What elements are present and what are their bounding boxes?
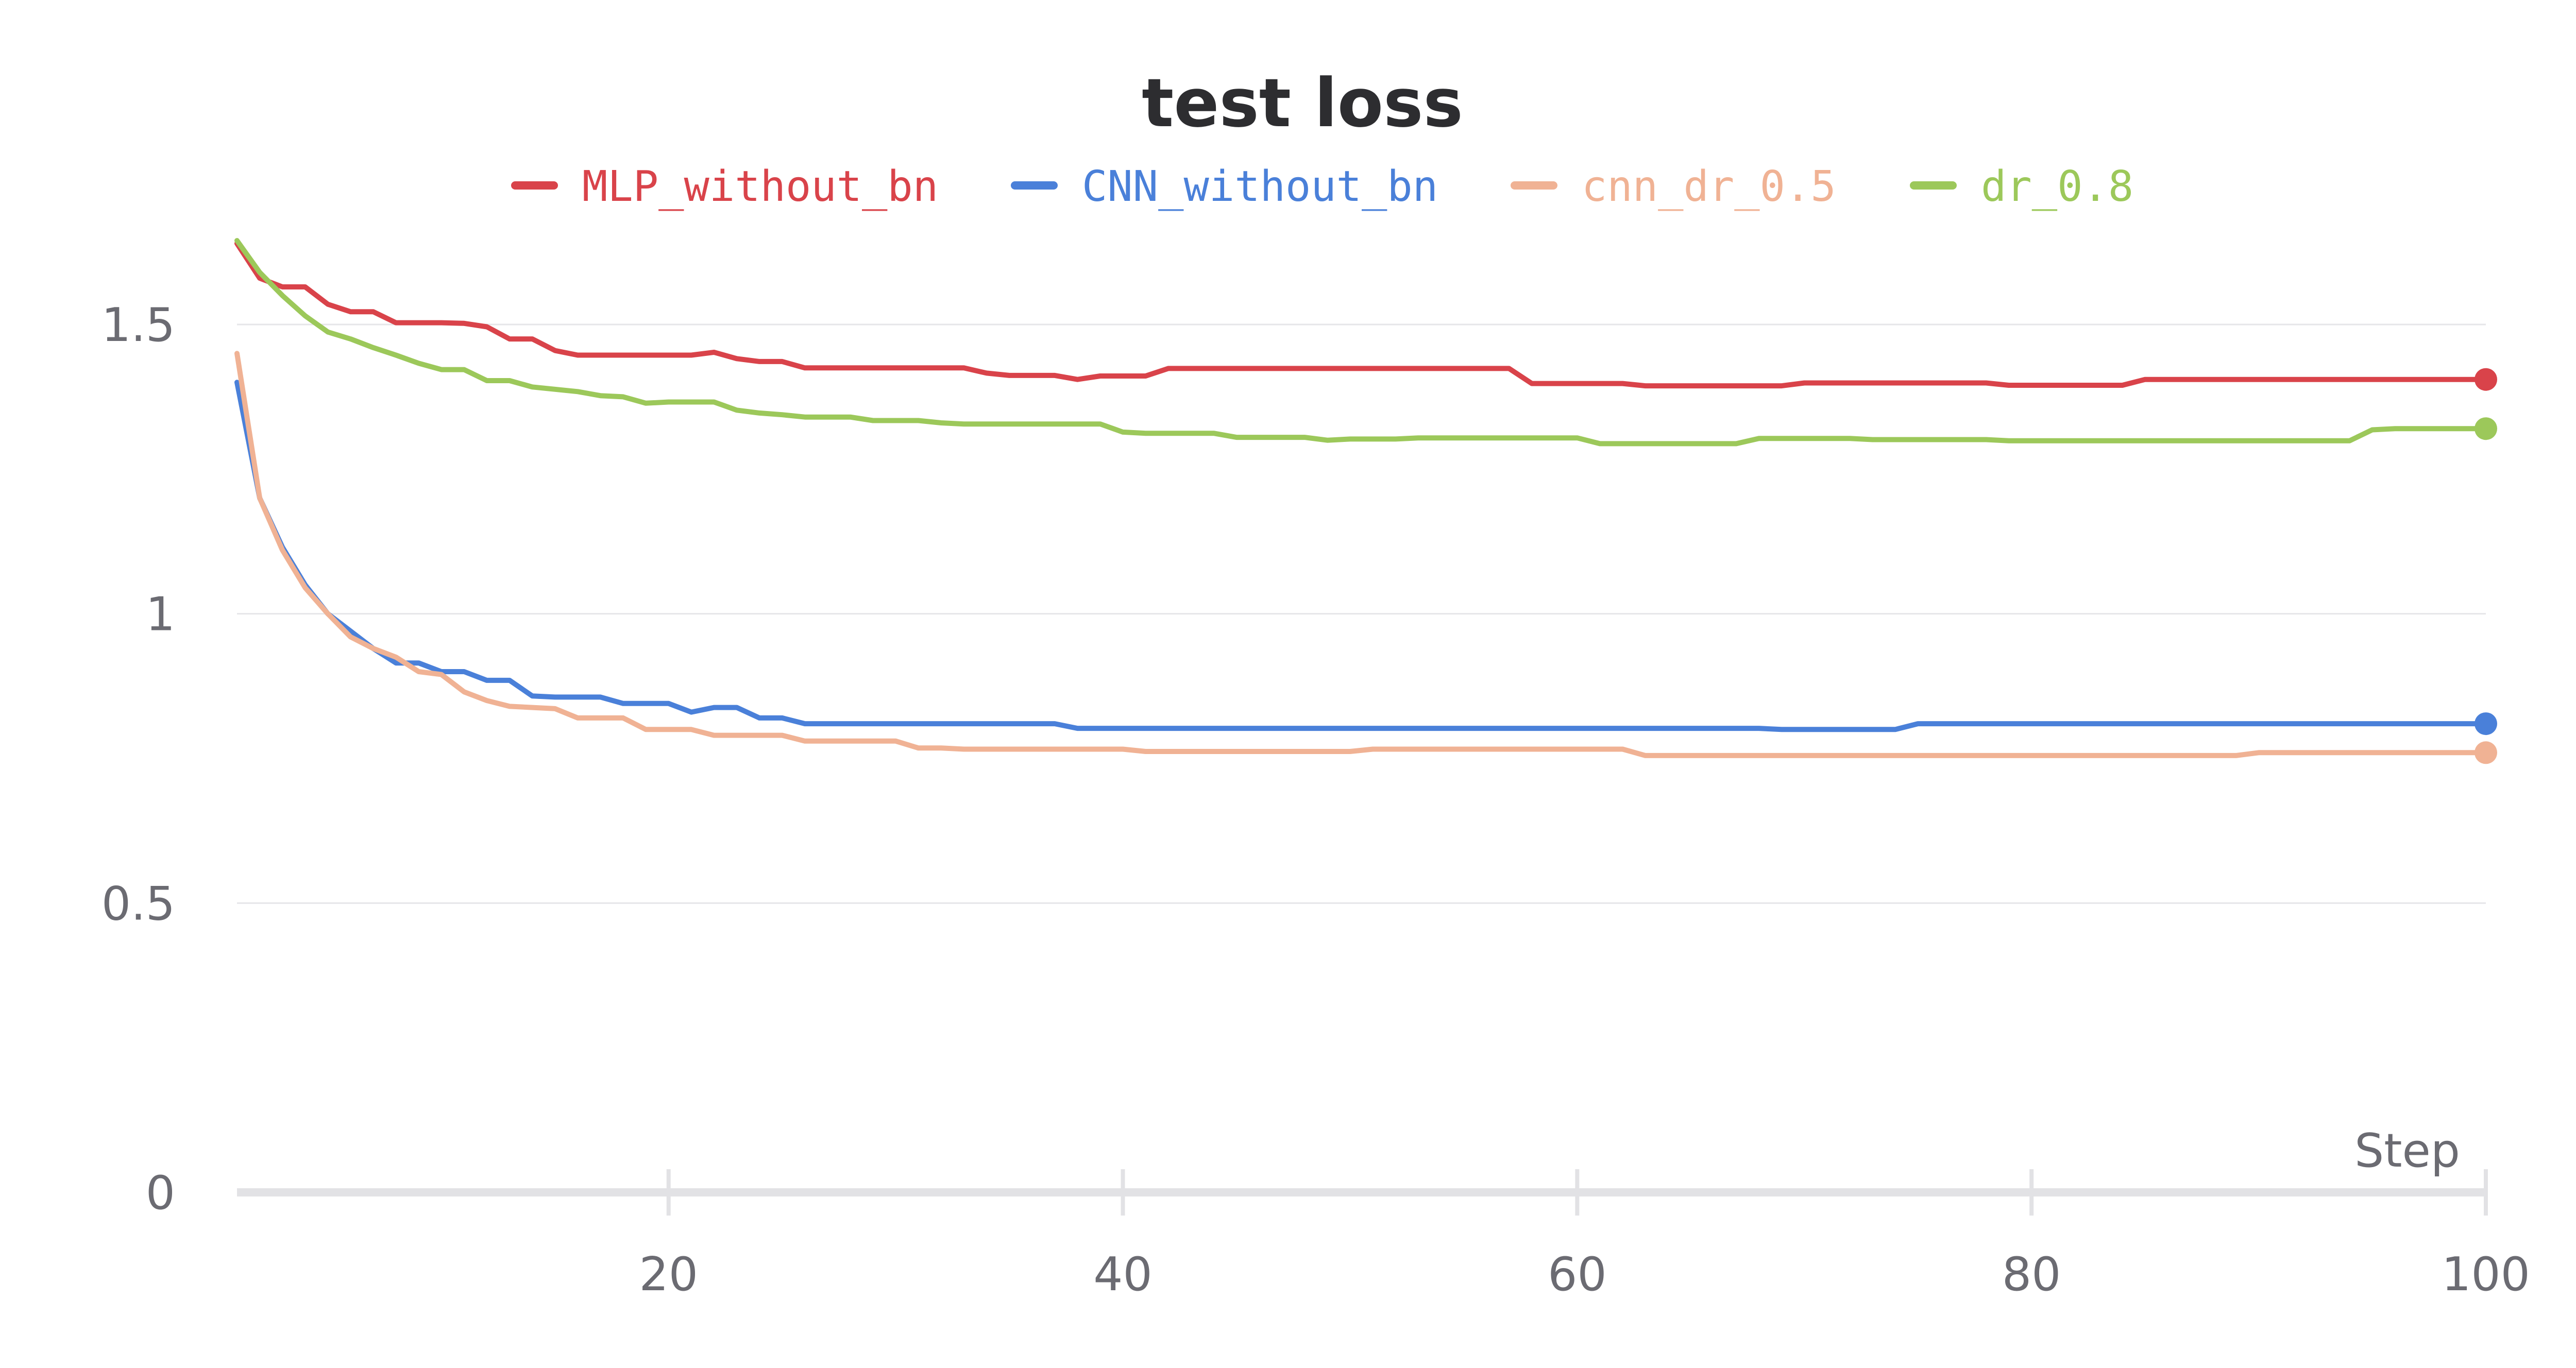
axes: 20 40 60 80 100 <box>237 1169 2530 1302</box>
series-line-cnn_dr_0.5 <box>234 351 2488 758</box>
series-end-point-dr_0.8 <box>2475 417 2497 440</box>
series-line-MLP_without_bn <box>234 241 2488 389</box>
y-tick-label: 0 <box>146 1166 175 1220</box>
series-end-point-MLP_without_bn <box>2475 368 2497 391</box>
legend-label: cnn_dr_0.5 <box>1582 162 1836 211</box>
x-tick-label: 60 <box>1548 1247 1607 1302</box>
legend: MLP_without_bn CNN_without_bn cnn_dr_0.5 dr… <box>511 162 2133 211</box>
x-tick-label: 100 <box>2442 1247 2530 1302</box>
grid-lines: 0 0.5 1 1.5 <box>101 298 2486 1220</box>
series-group <box>234 238 2497 764</box>
y-tick-label: 0.5 <box>101 877 175 931</box>
x-tick-label: 80 <box>2002 1247 2061 1302</box>
x-axis-title: Step <box>2354 1124 2460 1178</box>
legend-label: CNN_without_bn <box>1082 162 1438 211</box>
legend-item-dr_0.8: dr_0.8 <box>1910 162 2133 211</box>
legend-label: MLP_without_bn <box>582 162 938 211</box>
series-end-point-CNN_without_bn <box>2475 712 2497 736</box>
legend-item-cnn_dr_0.5: cnn_dr_0.5 <box>1511 162 1836 211</box>
series-line-dr_0.8 <box>234 238 2488 447</box>
x-tick-label: 20 <box>639 1247 698 1302</box>
legend-label: dr_0.8 <box>1981 162 2133 211</box>
y-tick-label: 1.5 <box>101 298 175 352</box>
series-line-CNN_without_bn <box>234 380 2488 732</box>
x-tick-label: 40 <box>1093 1247 1153 1302</box>
series-end-point-cnn_dr_0.5 <box>2475 741 2497 764</box>
chart-title: test loss <box>1142 64 1463 142</box>
y-tick-label: 1 <box>146 588 175 642</box>
legend-item-CNN_without_bn: CNN_without_bn <box>1011 162 1438 211</box>
legend-item-MLP_without_bn: MLP_without_bn <box>511 162 938 211</box>
